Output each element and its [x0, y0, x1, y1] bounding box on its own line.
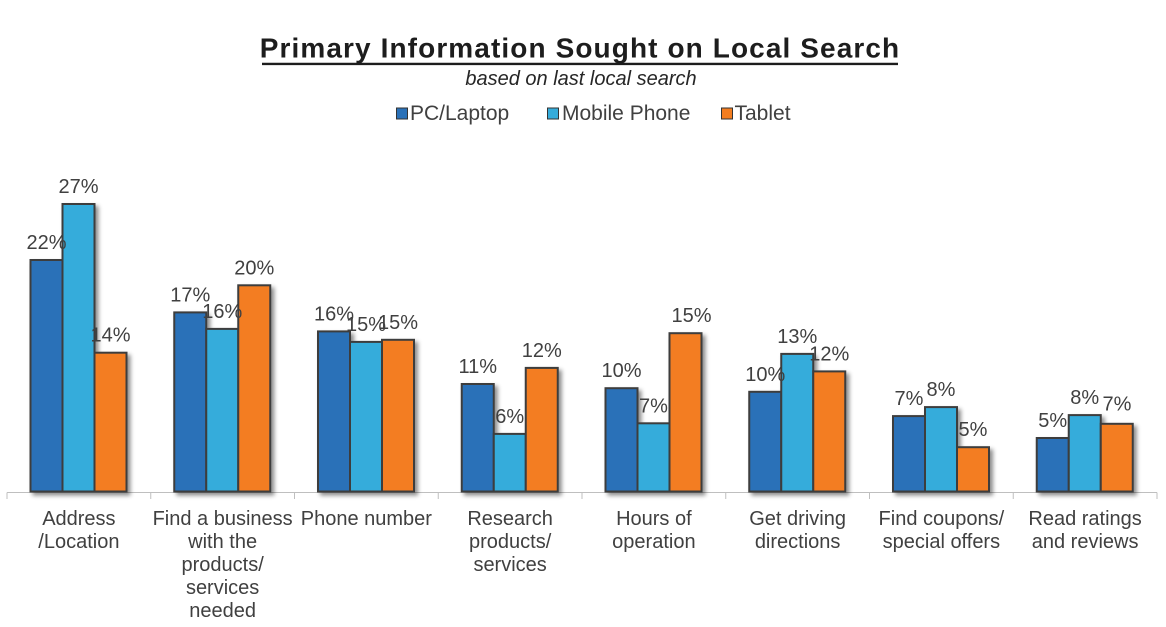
svg-text:8%: 8% — [1070, 387, 1099, 409]
svg-text:Mobile Phone: Mobile Phone — [562, 102, 690, 125]
svg-text:Get driving: Get driving — [749, 508, 846, 530]
svg-text:products/: products/ — [181, 554, 264, 576]
svg-text:13%: 13% — [777, 326, 817, 348]
svg-text:10%: 10% — [601, 360, 641, 382]
svg-text:8%: 8% — [927, 379, 956, 401]
svg-text:Address: Address — [42, 508, 115, 530]
svg-text:7%: 7% — [895, 388, 924, 410]
svg-text:5%: 5% — [959, 419, 988, 441]
svg-text:20%: 20% — [234, 257, 274, 279]
svg-text:Read ratings: Read ratings — [1028, 508, 1141, 530]
svg-text:15%: 15% — [671, 305, 711, 327]
svg-text:22%: 22% — [26, 232, 66, 254]
svg-text:Research: Research — [467, 508, 553, 530]
svg-text:5%: 5% — [1038, 410, 1067, 432]
svg-text:and reviews: and reviews — [1032, 531, 1139, 553]
svg-text:operation: operation — [612, 531, 695, 553]
svg-text:Tablet: Tablet — [735, 102, 791, 125]
svg-text:based on last local search: based on last local search — [465, 68, 696, 90]
svg-text:Find coupons/: Find coupons/ — [879, 508, 1005, 530]
svg-text:12%: 12% — [522, 340, 562, 362]
svg-text:27%: 27% — [58, 176, 98, 198]
svg-text:services: services — [186, 577, 259, 599]
svg-text:16%: 16% — [202, 301, 242, 323]
svg-text:12%: 12% — [809, 343, 849, 365]
svg-text:needed: needed — [189, 600, 256, 622]
svg-text:Hours of: Hours of — [616, 508, 692, 530]
svg-text:services: services — [473, 554, 546, 576]
svg-text:special offers: special offers — [883, 531, 1000, 553]
svg-text:7%: 7% — [639, 395, 668, 417]
svg-text:10%: 10% — [745, 364, 785, 386]
svg-text:15%: 15% — [346, 314, 386, 336]
svg-text:Phone number: Phone number — [301, 508, 433, 530]
svg-text:directions: directions — [755, 531, 841, 553]
svg-text:14%: 14% — [90, 325, 130, 347]
svg-text:PC/Laptop: PC/Laptop — [410, 102, 509, 125]
svg-text:6%: 6% — [495, 406, 524, 428]
svg-text:products/: products/ — [469, 531, 552, 553]
svg-text:/Location: /Location — [38, 531, 119, 553]
svg-text:Find a business: Find a business — [153, 508, 293, 530]
svg-text:Primary Information Sought on: Primary Information Sought on Local Sear… — [260, 33, 901, 64]
svg-text:7%: 7% — [1103, 393, 1132, 415]
svg-text:11%: 11% — [458, 356, 497, 378]
svg-text:with the: with the — [187, 531, 257, 553]
svg-text:16%: 16% — [314, 303, 354, 325]
svg-text:15%: 15% — [378, 312, 418, 334]
svg-text:17%: 17% — [170, 284, 210, 306]
